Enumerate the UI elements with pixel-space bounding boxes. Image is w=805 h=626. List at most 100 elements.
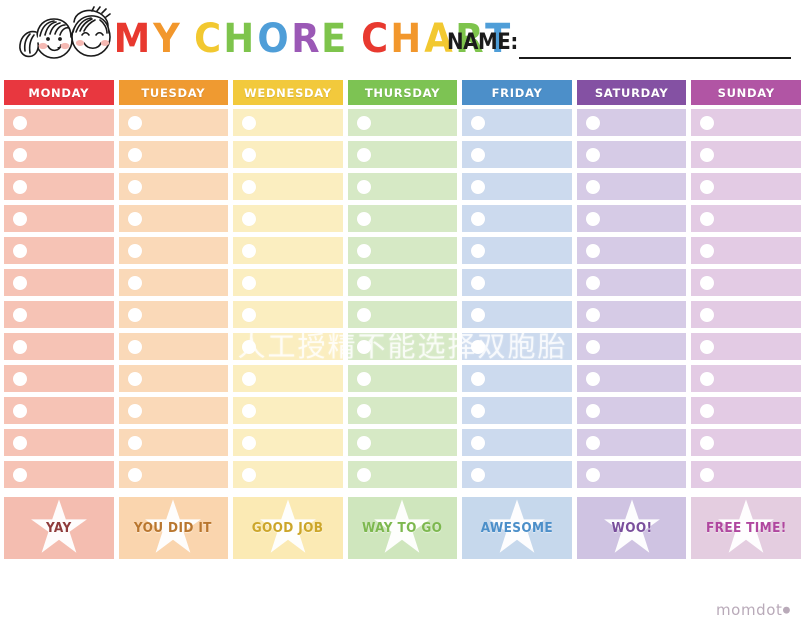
task-cell[interactable]: [4, 365, 114, 392]
task-cell[interactable]: [576, 461, 687, 488]
checkbox-circle-icon[interactable]: [127, 435, 142, 450]
task-cell[interactable]: [4, 109, 114, 136]
task-cell[interactable]: [691, 109, 801, 136]
day-header-sunday[interactable]: SUNDAY: [691, 80, 801, 105]
checkbox-circle-icon[interactable]: [471, 467, 486, 482]
checkbox-circle-icon[interactable]: [242, 307, 257, 322]
checkbox-circle-icon[interactable]: [356, 147, 371, 162]
task-cell[interactable]: [347, 397, 458, 424]
reward-cell-monday[interactable]: YAY: [4, 497, 114, 559]
day-header-friday[interactable]: FRIDAY: [462, 80, 572, 105]
task-cell[interactable]: [576, 301, 687, 328]
task-cell[interactable]: [462, 173, 572, 200]
task-cell[interactable]: [691, 205, 801, 232]
task-cell[interactable]: [233, 301, 343, 328]
task-cell[interactable]: [118, 173, 229, 200]
task-cell[interactable]: [233, 205, 343, 232]
checkbox-circle-icon[interactable]: [585, 147, 600, 162]
checkbox-circle-icon[interactable]: [13, 243, 27, 258]
checkbox-circle-icon[interactable]: [13, 275, 27, 290]
day-header-thursday[interactable]: THURSDAY: [347, 80, 458, 105]
checkbox-circle-icon[interactable]: [13, 179, 27, 194]
task-cell[interactable]: [233, 461, 343, 488]
checkbox-circle-icon[interactable]: [242, 403, 257, 418]
task-cell[interactable]: [4, 333, 114, 360]
task-cell[interactable]: [462, 333, 572, 360]
task-cell[interactable]: [691, 461, 801, 488]
task-cell[interactable]: [691, 301, 801, 328]
checkbox-circle-icon[interactable]: [242, 243, 257, 258]
task-cell[interactable]: [576, 333, 687, 360]
task-cell[interactable]: [4, 141, 114, 168]
task-cell[interactable]: [691, 237, 801, 264]
checkbox-circle-icon[interactable]: [356, 243, 371, 258]
task-cell[interactable]: [233, 109, 343, 136]
reward-cell-tuesday[interactable]: YOU DID IT: [118, 497, 229, 559]
reward-cell-wednesday[interactable]: GOOD JOB: [233, 497, 343, 559]
task-cell[interactable]: [118, 429, 229, 456]
checkbox-circle-icon[interactable]: [700, 147, 715, 162]
task-cell[interactable]: [4, 461, 114, 488]
task-cell[interactable]: [118, 269, 229, 296]
checkbox-circle-icon[interactable]: [700, 403, 715, 418]
task-cell[interactable]: [4, 301, 114, 328]
checkbox-circle-icon[interactable]: [585, 179, 600, 194]
reward-cell-friday[interactable]: AWESOME: [462, 497, 572, 559]
task-cell[interactable]: [4, 205, 114, 232]
checkbox-circle-icon[interactable]: [127, 243, 142, 258]
checkbox-circle-icon[interactable]: [585, 275, 600, 290]
checkbox-circle-icon[interactable]: [242, 339, 257, 354]
checkbox-circle-icon[interactable]: [242, 435, 257, 450]
checkbox-circle-icon[interactable]: [242, 211, 257, 226]
task-cell[interactable]: [576, 397, 687, 424]
task-cell[interactable]: [347, 173, 458, 200]
checkbox-circle-icon[interactable]: [127, 403, 142, 418]
checkbox-circle-icon[interactable]: [700, 307, 715, 322]
checkbox-circle-icon[interactable]: [471, 371, 486, 386]
task-cell[interactable]: [233, 365, 343, 392]
checkbox-circle-icon[interactable]: [700, 467, 715, 482]
checkbox-circle-icon[interactable]: [585, 371, 600, 386]
checkbox-circle-icon[interactable]: [471, 307, 486, 322]
task-cell[interactable]: [118, 109, 229, 136]
task-cell[interactable]: [4, 173, 114, 200]
task-cell[interactable]: [347, 109, 458, 136]
checkbox-circle-icon[interactable]: [585, 467, 600, 482]
task-cell[interactable]: [347, 301, 458, 328]
task-cell[interactable]: [347, 333, 458, 360]
task-cell[interactable]: [462, 301, 572, 328]
checkbox-circle-icon[interactable]: [700, 115, 715, 130]
checkbox-circle-icon[interactable]: [471, 243, 486, 258]
checkbox-circle-icon[interactable]: [127, 115, 142, 130]
task-cell[interactable]: [576, 109, 687, 136]
task-cell[interactable]: [118, 365, 229, 392]
reward-cell-thursday[interactable]: WAY TO GO: [347, 497, 458, 559]
task-cell[interactable]: [691, 429, 801, 456]
task-cell[interactable]: [347, 429, 458, 456]
checkbox-circle-icon[interactable]: [585, 115, 600, 130]
task-cell[interactable]: [233, 173, 343, 200]
task-cell[interactable]: [576, 141, 687, 168]
checkbox-circle-icon[interactable]: [356, 371, 371, 386]
checkbox-circle-icon[interactable]: [13, 307, 27, 322]
task-cell[interactable]: [691, 141, 801, 168]
task-cell[interactable]: [576, 429, 687, 456]
task-cell[interactable]: [4, 397, 114, 424]
task-cell[interactable]: [576, 365, 687, 392]
task-cell[interactable]: [576, 205, 687, 232]
task-cell[interactable]: [4, 269, 114, 296]
task-cell[interactable]: [462, 237, 572, 264]
checkbox-circle-icon[interactable]: [585, 403, 600, 418]
checkbox-circle-icon[interactable]: [356, 467, 371, 482]
task-cell[interactable]: [347, 461, 458, 488]
checkbox-circle-icon[interactable]: [585, 339, 600, 354]
checkbox-circle-icon[interactable]: [356, 403, 371, 418]
checkbox-circle-icon[interactable]: [356, 307, 371, 322]
task-cell[interactable]: [691, 173, 801, 200]
task-cell[interactable]: [118, 333, 229, 360]
checkbox-circle-icon[interactable]: [13, 211, 27, 226]
checkbox-circle-icon[interactable]: [471, 179, 486, 194]
task-cell[interactable]: [462, 269, 572, 296]
day-header-wednesday[interactable]: WEDNESDAY: [233, 80, 343, 105]
checkbox-circle-icon[interactable]: [13, 403, 27, 418]
